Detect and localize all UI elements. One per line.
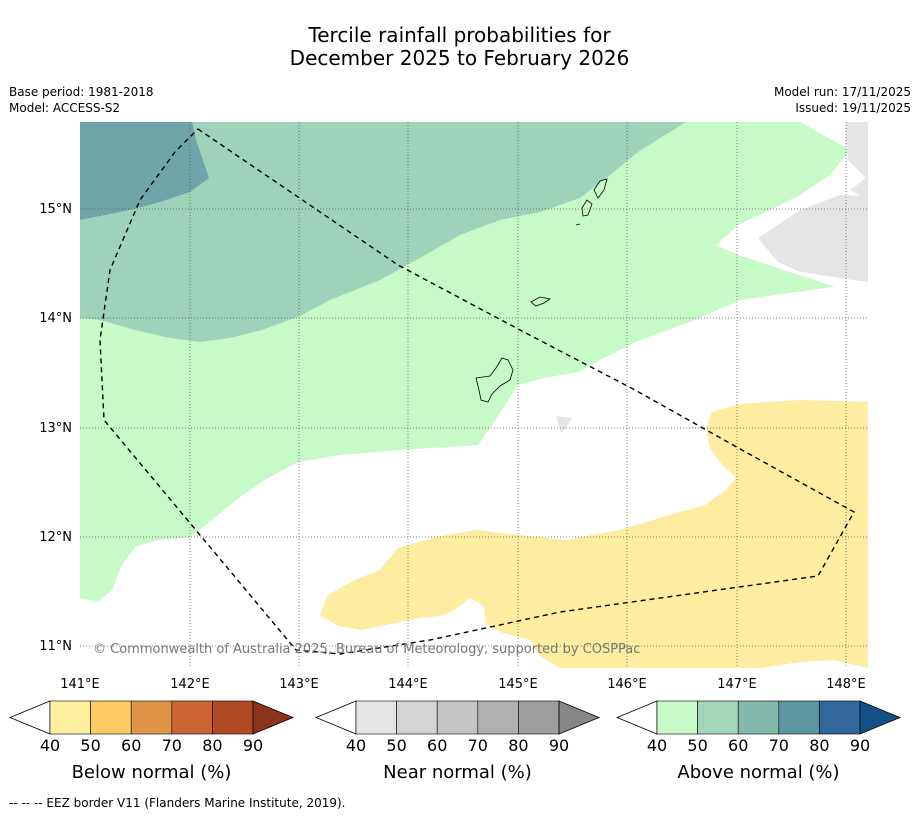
colorbar-tick-label: 60 xyxy=(121,736,141,755)
colorbar-title: Near normal (%) xyxy=(383,762,532,783)
colorbar-under-arrow xyxy=(314,700,357,735)
colorbar-tick-label: 40 xyxy=(346,736,366,755)
colorbar-tick-label: 80 xyxy=(202,736,222,755)
island-guam xyxy=(475,357,514,403)
colorbar-near-normal: 40 50 60 70 80 90 Near normal (%) xyxy=(314,700,601,783)
lon-label-142e: 142°E xyxy=(170,677,210,692)
model-run: Model run: 17/11/2025 xyxy=(773,85,911,99)
lon-label-148e: 148°E xyxy=(826,677,866,692)
colorbar-tick-label: 50 xyxy=(80,736,100,755)
colorbar-over-arrow xyxy=(252,700,295,735)
colorbar-swatch xyxy=(737,700,780,735)
title-line-1: Tercile rainfall probabilities for xyxy=(308,23,611,47)
lat-label-14n: 14°N xyxy=(39,311,72,326)
colorbar-swatch xyxy=(49,700,91,735)
near-normal-40-region-2 xyxy=(758,195,868,282)
colorbar-swatch xyxy=(819,700,861,735)
colorbar-tick-label: 80 xyxy=(809,736,829,755)
longitude-labels: 141°E 142°E 143°E 144°E 145°E 146°E 147°… xyxy=(60,677,866,692)
colorbar-under-arrow xyxy=(615,700,658,735)
island-tinian xyxy=(581,199,593,217)
base-period: Base period: 1981-2018 xyxy=(9,85,154,99)
colorbar-below-normal: 40 50 60 70 80 90 Below normal (%) xyxy=(8,700,295,783)
colorbar-under-arrow xyxy=(8,700,51,735)
island-rota xyxy=(530,296,552,307)
colorbar-title: Below normal (%) xyxy=(72,762,232,783)
eez-border xyxy=(99,128,855,655)
colorbar-tick-label: 90 xyxy=(850,736,870,755)
near-normal-40-region xyxy=(846,122,868,200)
colorbar-over-arrow xyxy=(558,700,601,735)
colorbar-swatch xyxy=(130,700,173,735)
colorbar-tick-label: 70 xyxy=(769,736,789,755)
above-normal-70-region xyxy=(80,122,209,220)
colorbar-tick-label: 70 xyxy=(468,736,488,755)
lat-label-13n: 13°N xyxy=(39,421,72,436)
colorbar-swatch xyxy=(477,700,519,735)
title-line-2: December 2025 to February 2026 xyxy=(289,46,630,70)
lon-label-147e: 147°E xyxy=(717,677,757,692)
colorbar-swatch xyxy=(90,700,132,735)
lon-label-143e: 143°E xyxy=(279,677,319,692)
colorbar-swatch xyxy=(171,700,213,735)
colorbar-swatch xyxy=(518,700,560,735)
copyright-notice: © Commonwealth of Australia 2025, Bureau… xyxy=(93,642,640,657)
graticule xyxy=(80,122,868,668)
lon-label-141e: 141°E xyxy=(60,677,100,692)
colorbar-tick-label: 80 xyxy=(508,736,528,755)
colorbar-tick-label: 90 xyxy=(549,736,569,755)
issued-date: Issued: 19/11/2025 xyxy=(795,101,911,115)
colorbar-swatch xyxy=(656,700,698,735)
eez-footnote: -- -- -- EEZ border V11 (Flanders Marine… xyxy=(9,796,346,810)
below-normal-40-region-east xyxy=(320,400,868,668)
latitude-labels: 15°N 14°N 13°N 12°N 11°N xyxy=(39,202,72,654)
lat-label-11n: 11°N xyxy=(39,639,72,654)
colorbar-swatch xyxy=(212,700,254,735)
colorbar-swatch xyxy=(355,700,397,735)
colorbar-swatch xyxy=(778,700,820,735)
model-name: Model: ACCESS-S2 xyxy=(9,101,121,115)
colorbar-tick-label: 60 xyxy=(728,736,748,755)
near-normal-40-region-3 xyxy=(556,416,572,433)
colorbar-tick-label: 40 xyxy=(647,736,667,755)
colorbar-tick-label: 50 xyxy=(386,736,406,755)
colorbar-tick-label: 70 xyxy=(162,736,182,755)
colorbar-tick-label: 60 xyxy=(427,736,447,755)
lat-label-15n: 15°N xyxy=(39,202,72,217)
colorbar-swatch xyxy=(396,700,438,735)
colorbar-tick-label: 40 xyxy=(40,736,60,755)
colorbar-title: Above normal (%) xyxy=(677,762,839,783)
above-normal-60-region xyxy=(80,122,686,342)
lon-label-146e: 146°E xyxy=(607,677,647,692)
colorbar-swatch xyxy=(697,700,739,735)
island-saipan xyxy=(593,178,608,199)
colorbar-tick-label: 90 xyxy=(243,736,263,755)
colorbar-swatch xyxy=(436,700,479,735)
map-plot-area: © Commonwealth of Australia 2025, Bureau… xyxy=(80,122,868,668)
lat-label-12n: 12°N xyxy=(39,530,72,545)
colorbar-tick-label: 50 xyxy=(687,736,707,755)
colorbar-above-normal: 40 50 60 70 80 90 Above normal (%) xyxy=(615,700,902,783)
islands xyxy=(475,178,608,403)
lon-label-145e: 145°E xyxy=(498,677,538,692)
island-aguijan xyxy=(575,223,581,226)
colorbar-over-arrow xyxy=(859,700,902,735)
lon-label-144e: 144°E xyxy=(388,677,428,692)
